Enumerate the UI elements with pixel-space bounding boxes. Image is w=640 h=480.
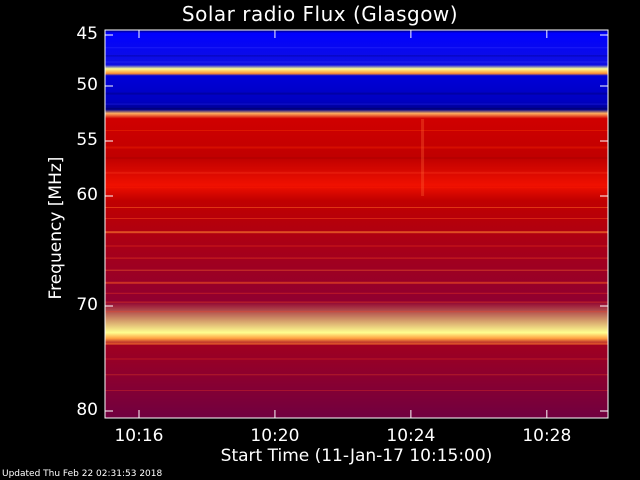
spectral-line [105,157,608,159]
spectral-line [105,55,608,57]
spectral-line [105,269,608,271]
chart-title: Solar radio Flux (Glasgow) [181,2,459,26]
spectral-line [105,311,608,313]
plot-frame [104,29,609,419]
spectral-line [105,218,608,219]
x-tick-label: 10:20 [250,426,300,446]
y-axis-title: Frequency [MHz] [46,156,66,300]
spectral-line [105,207,608,208]
spectral-line [105,358,608,360]
spectral-line [105,390,608,391]
spectral-line [105,92,608,95]
y-tick-label: 70 [76,295,98,315]
spectral-line [105,130,608,131]
spectral-line [105,171,608,174]
spectral-line [105,342,608,345]
spectral-line [105,374,608,376]
spectral-line [105,257,608,259]
spectral-feature [421,119,425,196]
spectral-line [105,103,608,105]
spectrogram-field [105,30,608,418]
y-tick-label: 45 [76,24,98,44]
spectral-line [105,146,608,149]
spectral-line [105,61,608,63]
x-tick-label: 10:16 [114,426,164,446]
spectral-line [105,245,608,247]
updated-timestamp: Updated Thu Feb 22 02:31:53 2018 [2,469,163,479]
y-tick-label: 80 [76,400,98,420]
spectral-line [105,231,608,234]
y-tick-label: 55 [76,130,98,150]
spectral-line [105,47,608,49]
x-tick-label: 10:28 [522,426,572,446]
spectral-line [105,108,608,109]
axis-ticks [105,30,608,418]
y-tick-label: 50 [76,75,98,95]
spectral-line [105,292,608,294]
spectral-line [105,281,608,284]
spectral-line [105,301,608,303]
x-tick-label: 10:24 [386,426,436,446]
y-tick-label: 60 [76,185,98,205]
x-axis-title: Start Time (11-Jan-17 10:15:00) [220,446,493,466]
spectral-line [105,187,608,189]
spectrogram-overlay [105,47,608,391]
